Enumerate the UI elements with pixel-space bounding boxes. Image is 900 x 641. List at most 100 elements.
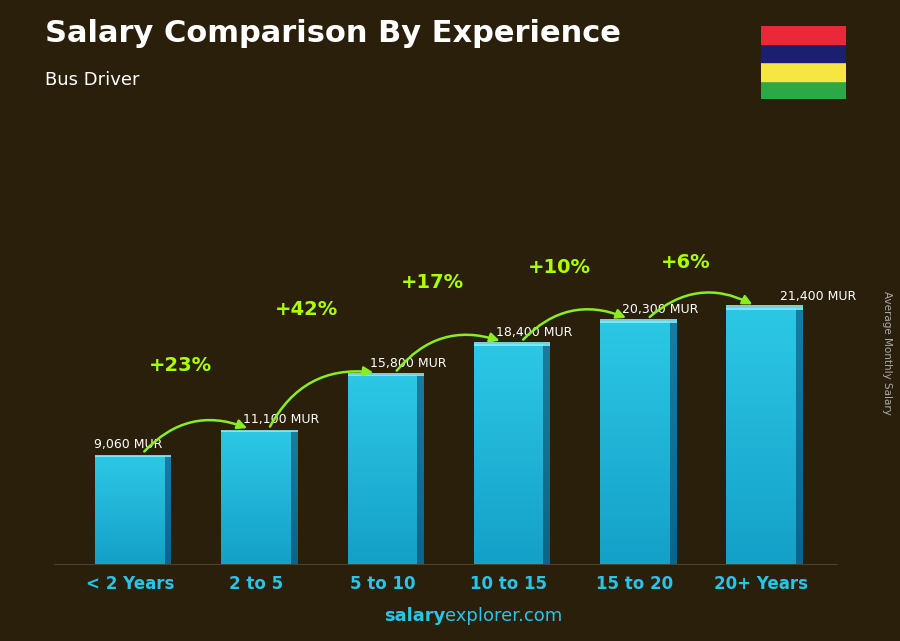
Bar — [347, 519, 417, 522]
Bar — [474, 515, 544, 517]
Bar — [796, 433, 803, 436]
Bar — [417, 519, 424, 522]
Bar — [600, 369, 670, 372]
Bar — [221, 531, 291, 533]
Bar — [95, 552, 165, 553]
Bar — [417, 526, 424, 529]
Bar — [95, 496, 165, 497]
Bar — [796, 474, 803, 478]
Bar — [474, 342, 550, 345]
Bar — [95, 463, 165, 465]
Bar — [670, 531, 677, 534]
Bar — [544, 344, 550, 346]
Bar — [291, 536, 298, 538]
Bar — [600, 367, 670, 369]
Bar — [600, 546, 670, 549]
Bar — [796, 503, 803, 506]
Bar — [796, 413, 803, 417]
Bar — [600, 488, 670, 491]
Bar — [165, 518, 172, 519]
Bar — [670, 367, 677, 369]
Bar — [347, 373, 424, 376]
Bar — [600, 333, 670, 336]
Bar — [291, 519, 298, 521]
Bar — [417, 507, 424, 510]
Bar — [291, 544, 298, 545]
Bar — [796, 362, 803, 365]
Bar — [95, 519, 165, 520]
Text: +23%: +23% — [148, 356, 211, 376]
Bar — [291, 436, 298, 438]
Bar — [347, 455, 417, 458]
Bar — [796, 388, 803, 391]
Bar — [95, 526, 165, 528]
Bar — [600, 397, 670, 400]
Bar — [221, 435, 291, 436]
Bar — [474, 456, 544, 460]
Bar — [726, 474, 796, 478]
Bar — [726, 429, 796, 433]
Bar — [796, 381, 803, 385]
Bar — [221, 474, 291, 476]
Bar — [95, 476, 165, 478]
Bar — [347, 437, 417, 438]
Bar — [95, 469, 165, 470]
Bar — [726, 333, 796, 337]
Bar — [291, 524, 298, 526]
Bar — [726, 494, 796, 497]
Bar — [600, 510, 670, 512]
Bar — [347, 377, 417, 379]
Bar — [474, 371, 544, 374]
Bar — [726, 417, 796, 420]
Bar — [165, 496, 172, 497]
Bar — [796, 478, 803, 481]
Bar — [796, 317, 803, 320]
Bar — [670, 403, 677, 406]
Bar — [796, 526, 803, 529]
Bar — [796, 490, 803, 494]
Bar — [544, 365, 550, 369]
Bar — [417, 413, 424, 415]
Bar — [670, 512, 677, 515]
Bar — [544, 558, 550, 562]
Bar — [221, 461, 291, 463]
Bar — [474, 553, 544, 556]
Bar — [417, 483, 424, 486]
Bar — [796, 551, 803, 554]
Bar — [291, 545, 298, 547]
Bar — [474, 432, 544, 435]
Bar — [165, 508, 172, 510]
Bar — [670, 454, 677, 458]
Bar — [347, 529, 417, 531]
Bar — [417, 379, 424, 382]
Bar — [95, 488, 165, 490]
Bar — [726, 462, 796, 465]
Bar — [726, 305, 803, 310]
Bar — [291, 509, 298, 511]
Bar — [474, 344, 544, 346]
Bar — [544, 537, 550, 539]
Bar — [291, 472, 298, 474]
Bar — [95, 510, 165, 511]
Bar — [726, 401, 796, 404]
Bar — [417, 458, 424, 460]
Bar — [165, 556, 172, 557]
Bar — [165, 554, 172, 556]
Bar — [600, 555, 670, 558]
Bar — [670, 330, 677, 333]
Bar — [600, 372, 670, 376]
Bar — [417, 420, 424, 422]
Bar — [726, 481, 796, 484]
Bar — [221, 511, 291, 513]
Bar — [474, 415, 544, 418]
Bar — [474, 426, 544, 429]
Bar — [417, 486, 424, 488]
Bar — [221, 468, 291, 469]
Bar — [95, 538, 165, 540]
Bar — [670, 430, 677, 433]
Bar — [474, 448, 544, 451]
Bar — [95, 548, 165, 549]
Bar — [95, 562, 165, 563]
Bar — [544, 352, 550, 354]
Bar — [417, 424, 424, 427]
